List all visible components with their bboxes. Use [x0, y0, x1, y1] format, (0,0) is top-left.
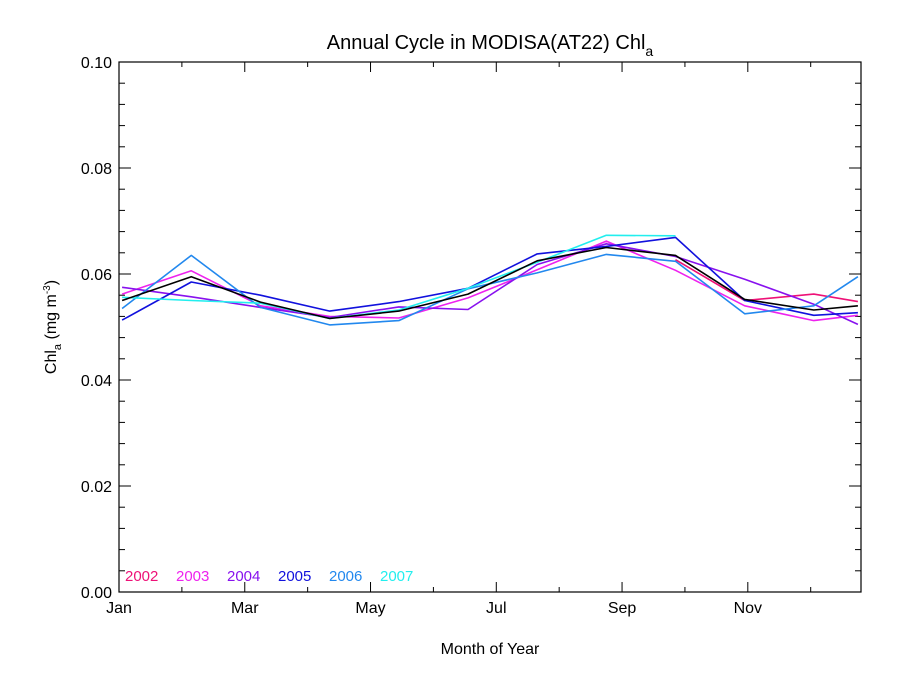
x-tick-label: Mar [231, 600, 259, 617]
y-tick-label: 0.04 [81, 373, 112, 390]
series-line-2006 [121, 253, 859, 326]
series-line-2007 [122, 234, 676, 320]
series-lines [121, 234, 859, 326]
x-tick-label: Jul [486, 600, 506, 617]
y-axis-title: Chla (mg m-3) [42, 280, 64, 374]
x-tick-label: May [355, 600, 385, 617]
y-tick-label: 0.00 [81, 585, 112, 602]
legend-item-2004: 2004 [227, 568, 260, 585]
series-line-2003 [121, 240, 858, 322]
legend-item-2003: 2003 [176, 568, 209, 585]
x-tick-label: Sep [608, 600, 637, 617]
legend-item-2002: 2002 [125, 568, 158, 585]
legend-item-2005: 2005 [278, 568, 311, 585]
series-line-mean [121, 246, 858, 320]
y-tick-label: 0.02 [81, 479, 112, 496]
legend: 2002 2003 2004 2005 2006 2007 [125, 568, 413, 585]
series-line-2002 [675, 259, 859, 303]
y-axis: 0.00 0.02 0.04 0.06 0.08 0.10 [81, 55, 861, 602]
y-tick-label: 0.08 [81, 161, 112, 178]
series-line-2004 [121, 243, 859, 326]
plot-frame [118, 61, 862, 593]
legend-item-2007: 2007 [380, 568, 413, 585]
chart-title: Annual Cycle in MODISA(AT22) Chla [327, 32, 654, 59]
legend-item-2006: 2006 [329, 568, 362, 585]
y-tick-label: 0.06 [81, 267, 112, 284]
x-tick-label: Jan [106, 600, 132, 617]
x-axis-title: Month of Year [441, 641, 540, 658]
series-line-2005 [121, 236, 858, 321]
x-axis: Jan Mar May Jul Sep Nov [106, 62, 812, 617]
y-tick-label: 0.10 [81, 55, 112, 72]
x-tick-label: Nov [734, 600, 762, 617]
